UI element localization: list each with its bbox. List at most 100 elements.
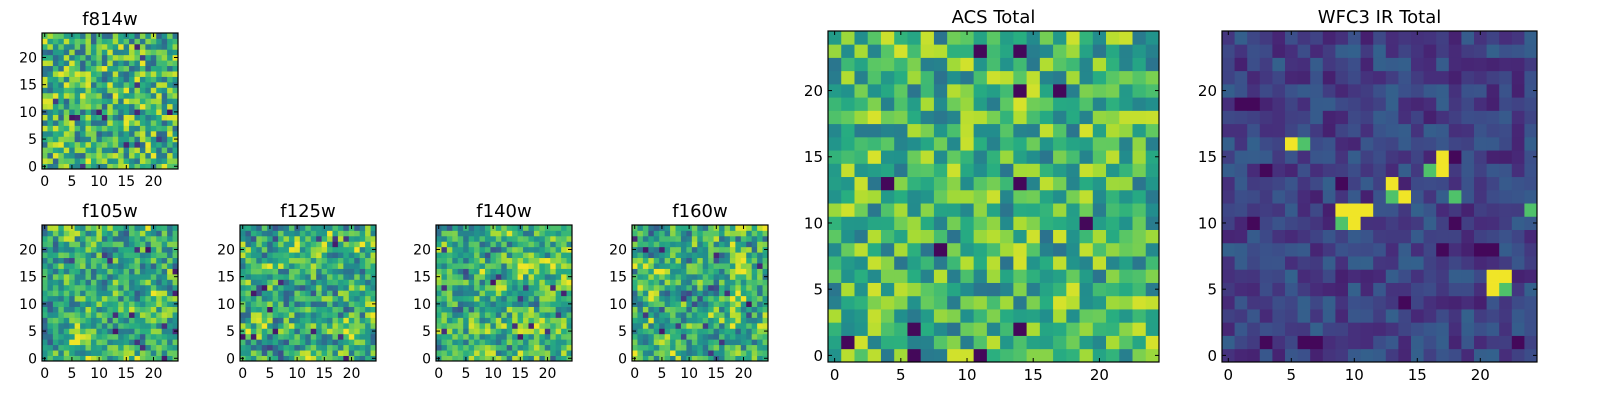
heatmap-cell [659,273,666,280]
heatmap-cell [762,252,769,259]
heatmap-cell [867,229,882,244]
heatmap-cell [112,241,119,248]
heatmap-cell [90,279,97,286]
heatmap-cell [933,256,948,270]
heatmap-cell [156,257,163,264]
heatmap-cell [112,38,119,45]
heatmap-cell [757,295,763,302]
heatmap-cell [134,158,141,164]
heatmap-cell [675,301,682,307]
heatmap-cell [63,268,70,275]
heatmap-cell [288,312,295,318]
heatmap-cell [960,216,975,230]
heatmap-cell [555,268,562,275]
heatmap-cell [74,246,81,253]
heatmap-cell [555,355,562,362]
heatmap-cell [288,333,295,340]
heatmap-cell [156,152,163,159]
heatmap-cell [841,44,855,58]
heatmap-cell [101,312,108,318]
heatmap-cell [729,225,736,231]
heatmap-cell [156,230,163,237]
heatmap-cell [724,328,731,335]
heatmap-cell [299,246,306,253]
heatmap-cell [1524,335,1538,350]
heatmap-cell [474,295,480,302]
heatmap-cell [161,114,168,121]
heatmap-cell [74,60,81,67]
heatmap-cell [139,130,146,137]
heatmap-cell [161,295,168,302]
heatmap-cell [735,246,742,253]
heatmap-cell [1013,295,1027,310]
heatmap-cell [463,252,470,259]
heatmap-cell [670,284,676,291]
heatmap-cell [150,65,157,72]
heatmap-cell [96,92,103,99]
heatmap-cell [648,339,655,346]
heatmap-cell [1092,295,1107,310]
heatmap-cell [675,257,682,264]
heatmap-cell [533,263,540,269]
heatmap-cell [550,263,557,269]
heatmap-cell [145,333,152,340]
heatmap-cell [933,123,948,138]
heatmap-cell [90,339,97,346]
heatmap-cell [894,44,908,58]
heatmap-cell [47,230,54,237]
heatmap-cell [1474,216,1487,230]
heatmap-cell [129,141,135,148]
heatmap-cell [828,57,842,72]
heatmap-cell [973,242,988,257]
heatmap-cell [145,152,152,159]
heatmap-cell [533,235,540,242]
heatmap-cell [894,176,908,191]
heatmap-cell [1322,136,1336,151]
heatmap-cell [973,335,988,350]
heatmap-cell [757,279,763,286]
heatmap-cell [1272,163,1286,178]
heatmap-cell [1119,136,1133,151]
heatmap-cell [1285,123,1298,138]
heatmap-cell [986,189,1001,204]
heatmap-cell [452,295,459,302]
heatmap-cell [659,290,666,297]
heatmap-cell [139,273,146,280]
heatmap-cell [506,252,513,259]
heatmap-cell [1222,282,1235,297]
heatmap-cell [501,306,508,313]
heatmap-cell [63,163,70,170]
heatmap-cell [47,87,54,94]
heatmap-cell [960,295,975,310]
heatmap-cell [686,333,693,340]
heatmap-cell [1247,242,1261,257]
heatmap-cell [1511,150,1525,164]
heatmap-cell [85,333,92,340]
heatmap-cell [1145,44,1160,58]
heatmap-cell [52,120,59,126]
heatmap-cell [550,284,557,291]
heatmap-cell [1272,44,1286,58]
heatmap-cell [139,71,146,77]
heatmap-cell [343,257,350,264]
heatmap-cell [139,257,146,264]
heatmap-cell [947,70,961,85]
heatmap-cell [1474,322,1487,336]
heatmap-cell [729,235,736,242]
heatmap-cell [118,125,124,132]
heatmap-cell [161,65,168,72]
heatmap-cell [167,125,173,132]
heatmap-cell [58,54,65,61]
heatmap-cell [250,241,257,248]
heatmap-cell [642,306,649,313]
heatmap-cell [1285,150,1298,164]
heatmap-cell [528,290,535,297]
x-tick-label: 20 [343,366,361,382]
heatmap-cell [1448,256,1462,270]
heatmap-cell [74,279,81,286]
heatmap-cell [523,273,529,280]
heatmap-cell [101,120,108,126]
heatmap-cell [436,290,442,297]
heatmap-cell [441,312,448,318]
